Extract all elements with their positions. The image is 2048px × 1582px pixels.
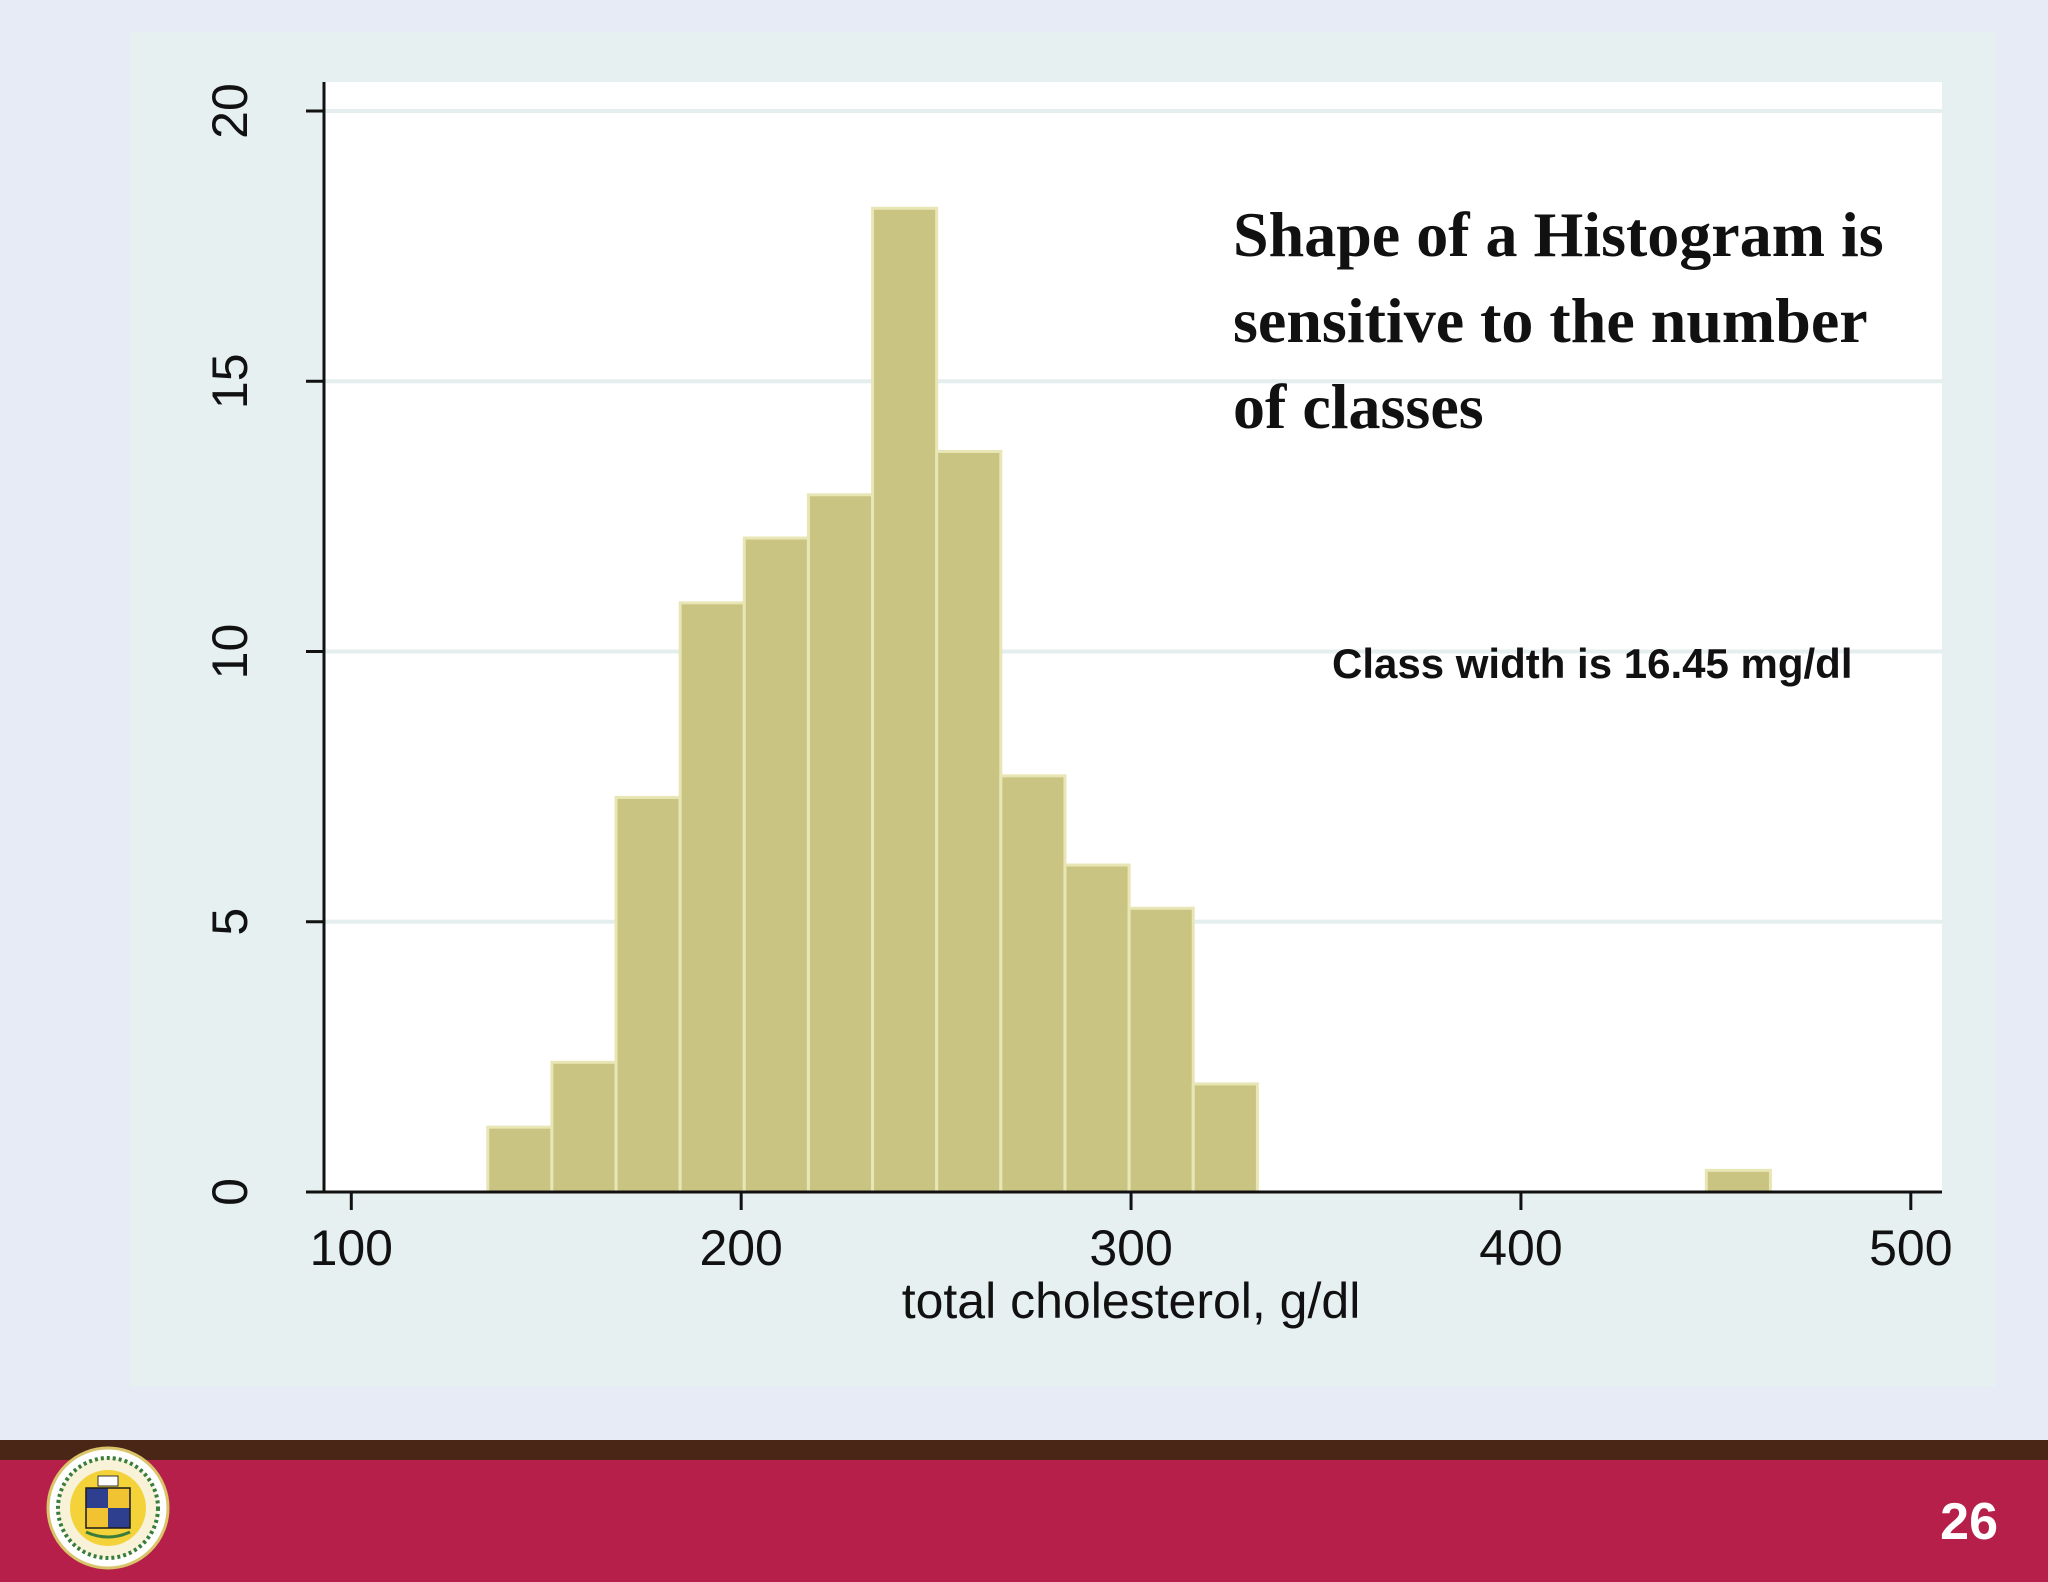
histogram-bar-0 xyxy=(486,1125,554,1194)
histogram-bar-10 xyxy=(1127,906,1195,1194)
x-tick-label-200: 200 xyxy=(699,1220,782,1276)
axes xyxy=(306,82,1942,1210)
histogram-bar-9 xyxy=(1063,863,1131,1194)
x-axis-title: total cholesterol, g/dl xyxy=(902,1273,1361,1329)
footer-stripe xyxy=(0,1440,2048,1460)
histogram-bar-3 xyxy=(678,601,746,1194)
y-tick-label-20: 20 xyxy=(202,83,258,139)
x-tick-label-300: 300 xyxy=(1089,1220,1172,1276)
histogram-bar-12 xyxy=(1704,1168,1772,1194)
histogram-bar-4 xyxy=(742,536,810,1194)
histogram-bar-7 xyxy=(935,450,1003,1194)
class-width-note: Class width is 16.45 mg/dl xyxy=(1332,640,1853,687)
histogram-bar-1 xyxy=(550,1060,618,1194)
histogram-bar-11 xyxy=(1191,1082,1259,1194)
tick-labels: 0 5 10 15 20 100 200 300 400 500 xyxy=(202,83,1953,1276)
grid-lines xyxy=(324,109,1942,924)
annotation-title-line-2: sensitive to the number xyxy=(1233,285,1868,356)
university-logo xyxy=(46,1446,170,1570)
x-tick-label-400: 400 xyxy=(1479,1220,1562,1276)
y-tick-label-5: 5 xyxy=(202,908,258,936)
histogram-bar-5 xyxy=(806,493,875,1194)
annotation-title-line-1: Shape of a Histogram is xyxy=(1233,199,1884,270)
y-tick-label-10: 10 xyxy=(202,624,258,680)
y-tick-label-15: 15 xyxy=(202,353,258,409)
histogram-bar-8 xyxy=(999,774,1067,1194)
histogram-bar-6 xyxy=(871,206,939,1194)
y-tick-label-0: 0 xyxy=(202,1178,258,1206)
x-tick-label-500: 500 xyxy=(1869,1220,1952,1276)
histogram-bar-2 xyxy=(614,795,682,1194)
annotation-title-line-3: of classes xyxy=(1233,371,1484,442)
footer-band xyxy=(0,1460,2048,1582)
slide-number: 26 xyxy=(1940,1493,1998,1551)
x-tick-label-100: 100 xyxy=(310,1220,393,1276)
